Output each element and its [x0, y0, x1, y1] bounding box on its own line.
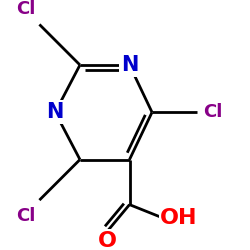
- Text: Cl: Cl: [16, 207, 36, 225]
- Text: N: N: [121, 55, 138, 75]
- Text: Cl: Cl: [16, 0, 36, 18]
- Text: Cl: Cl: [203, 103, 223, 121]
- Text: OH: OH: [160, 208, 198, 228]
- Text: N: N: [46, 102, 64, 122]
- Text: O: O: [98, 231, 116, 250]
